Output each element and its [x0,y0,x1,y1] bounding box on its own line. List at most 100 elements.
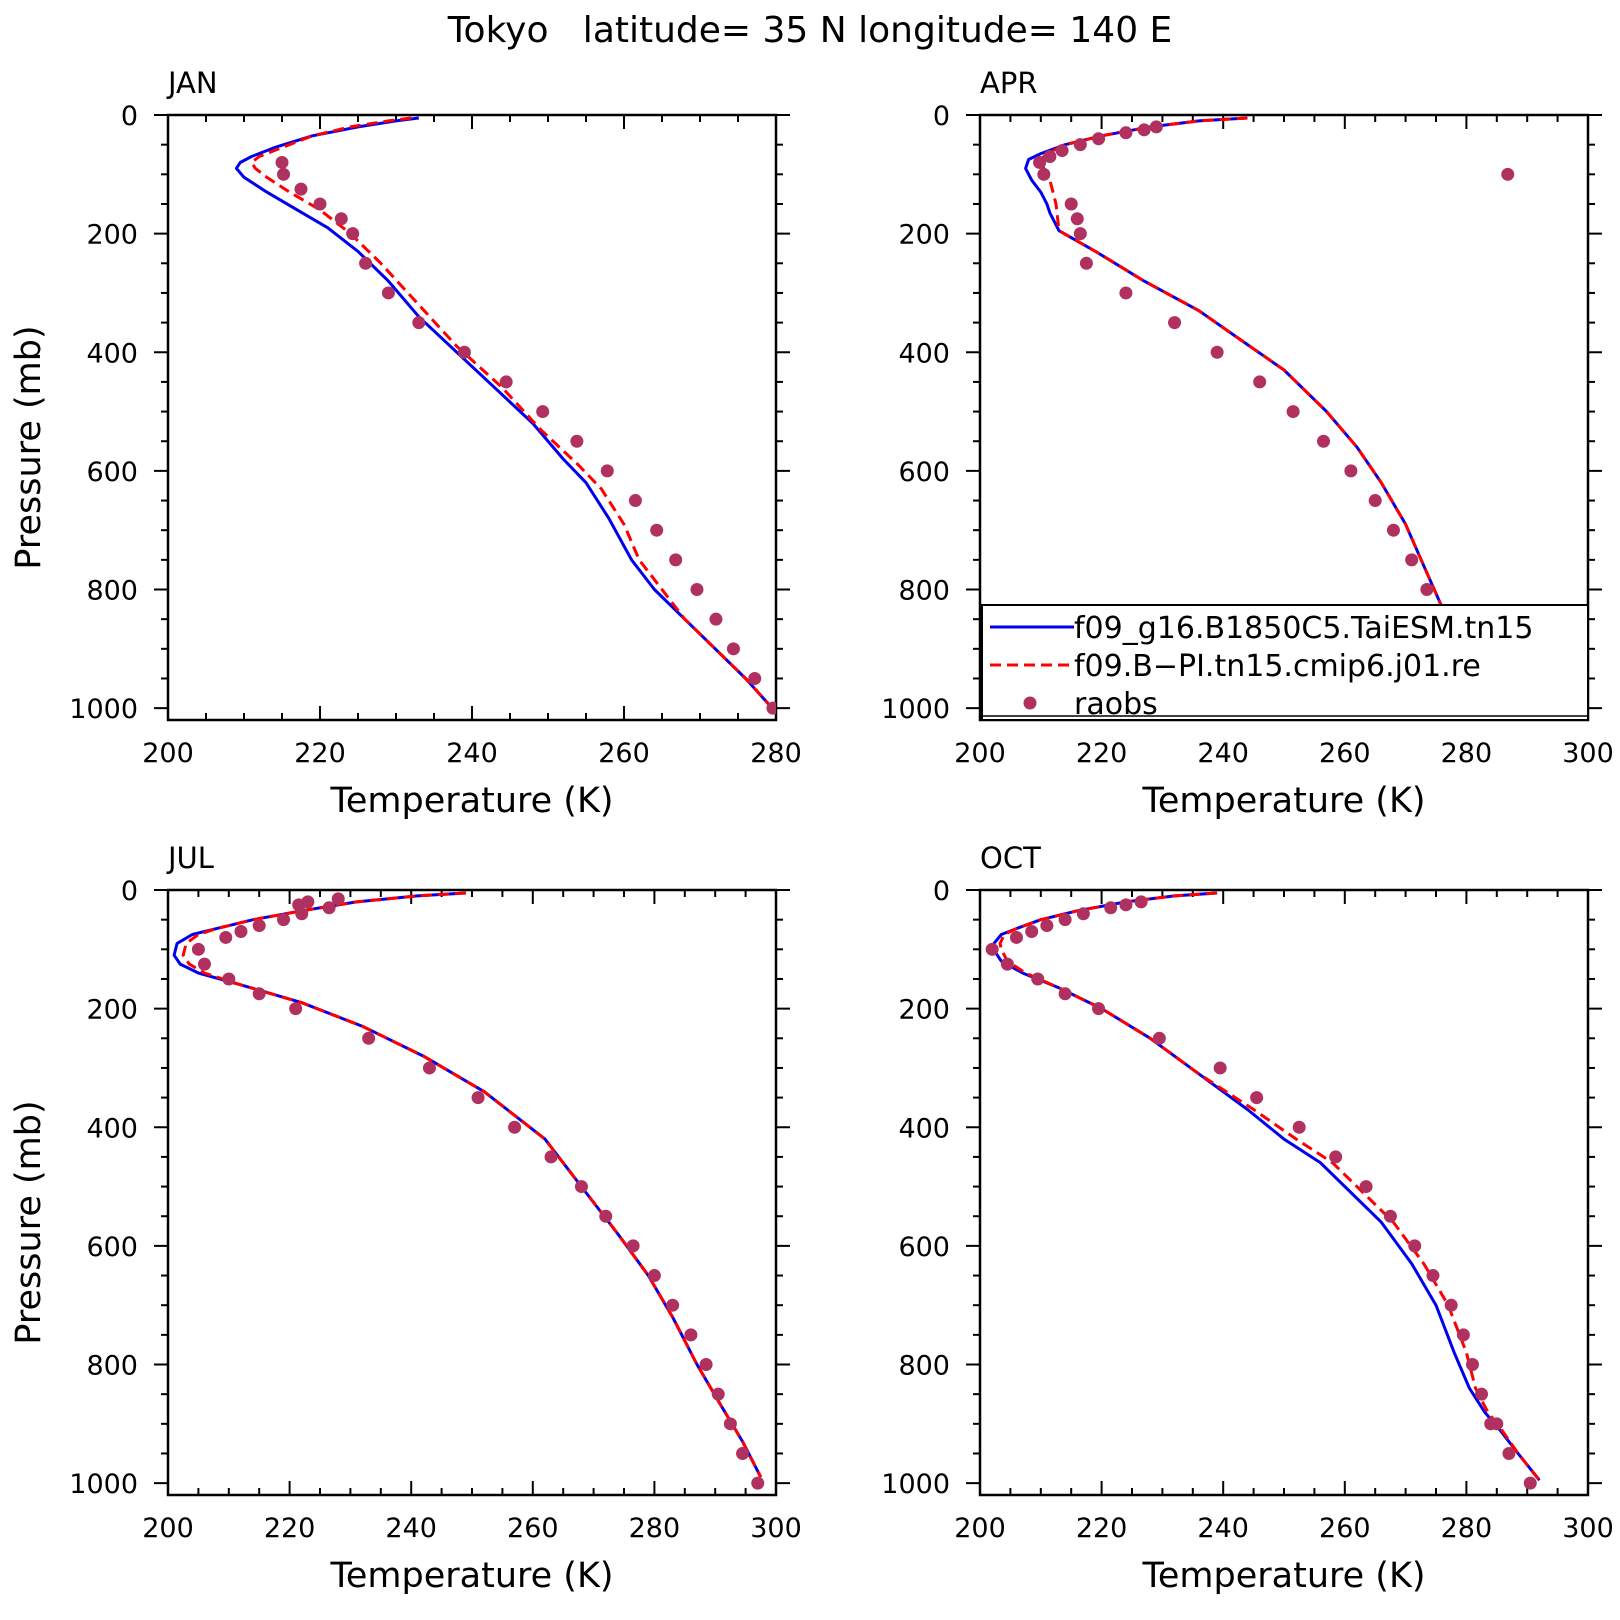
obs-point [684,1328,698,1342]
obs-point [1465,1358,1479,1372]
obs-point [1213,1061,1227,1075]
obs-point [322,901,336,915]
y-tick-label: 0 [933,101,950,132]
x-tick-label: 300 [1562,1513,1614,1544]
obs-point [1058,913,1072,927]
plot-data [172,891,765,1490]
obs-point [295,907,309,921]
obs-point [1000,957,1014,971]
obs-point [1253,375,1267,389]
obs-point [544,1150,558,1164]
obs-point [252,987,266,1001]
y-tick-label: 0 [121,101,138,132]
obs-point [1119,126,1133,140]
obs-point [1031,972,1045,986]
x-tick-label: 300 [750,1513,802,1544]
obs-point [1092,1002,1106,1016]
obs-point [709,612,723,626]
x-axis-label: Temperature (K) [1141,1556,1425,1596]
obs-point [252,919,266,933]
y-tick-label: 1000 [881,694,950,725]
legend-box [981,604,1589,721]
obs-point [1152,1031,1166,1045]
obs-point [1009,930,1023,944]
obs-point [381,286,395,300]
obs-point [1344,464,1358,478]
y-tick-label: 400 [898,1113,950,1144]
obs-point [1250,1091,1264,1105]
obs-point [359,256,373,270]
y-tick-label: 200 [898,220,950,251]
obs-point [1033,155,1047,169]
obs-point [1405,553,1419,567]
obs-point [1426,1269,1440,1283]
obs-point [277,913,291,927]
obs-point [1286,405,1300,419]
y-tick-label: 600 [86,457,138,488]
obs-point [1408,1239,1422,1253]
obs-point [1368,494,1382,508]
y-tick-label: 800 [86,1351,138,1382]
obs-point [1073,227,1087,241]
obs-point [334,212,348,226]
y-tick-label: 800 [898,576,950,607]
legend: f09_g16.B1850C5.TaiESM.tn15f09.B−PI.tn15… [981,604,1589,722]
obs-point [191,942,205,956]
obs-point [1386,523,1400,537]
y-tick-label: 800 [898,1351,950,1382]
x-tick-label: 260 [598,738,650,769]
panel-title: JUL [166,841,214,875]
obs-point [1079,256,1093,270]
obs-point [1501,167,1515,181]
obs-point [1420,583,1434,597]
obs-point [1490,1417,1504,1431]
x-tick-label: 280 [1441,1513,1493,1544]
obs-point [508,1120,522,1134]
y-tick-label: 600 [898,1232,950,1263]
y-tick-label: 400 [898,338,950,369]
obs-point [1502,1446,1516,1460]
obs-point [1064,197,1078,211]
obs-point [599,1209,613,1223]
obs-point [422,1061,436,1075]
panel-jul: 200 220 240 260 280 300 0 200 400 600 800 1000 JUL Te… [9,841,802,1596]
obs-point [711,1387,725,1401]
obs-point [723,1417,737,1431]
obs-point [277,167,291,181]
y-tick-label: 800 [86,576,138,607]
obs-point [499,375,513,389]
obs-point [412,316,426,330]
obs-point [626,1239,640,1253]
obs-point [1119,286,1133,300]
obs-point [1055,144,1069,158]
x-tick-label: 220 [264,1513,316,1544]
x-tick-label: 200 [142,738,194,769]
obs-point [1210,345,1224,359]
y-tick-label: 400 [86,338,138,369]
obs-point [1359,1180,1373,1194]
obs-point [1292,1120,1306,1134]
plot-data [234,116,776,715]
obs-point [699,1358,713,1372]
obs-point [1317,434,1331,448]
obs-point [690,583,704,597]
x-tick-label: 220 [294,738,346,769]
obs-point [234,925,248,939]
legend-label: f09.B−PI.tn15.cmip6.j01.re [1074,649,1481,684]
x-tick-label: 240 [1197,738,1249,769]
obs-point [1043,150,1057,164]
obs-point [628,494,642,508]
obs-point [669,553,683,567]
y-axis-label: Pressure (mb) [9,325,49,569]
obs-point [600,464,614,478]
y-tick-label: 1000 [69,1469,138,1500]
series-line-taiesm [172,891,763,1478]
obs-point [313,197,327,211]
x-tick-label: 220 [1076,738,1128,769]
panel-title: OCT [980,841,1041,875]
x-axis-label: Temperature (K) [1141,781,1425,821]
obs-point [766,701,776,715]
obs-point [1523,1476,1537,1490]
obs-point [331,892,345,906]
